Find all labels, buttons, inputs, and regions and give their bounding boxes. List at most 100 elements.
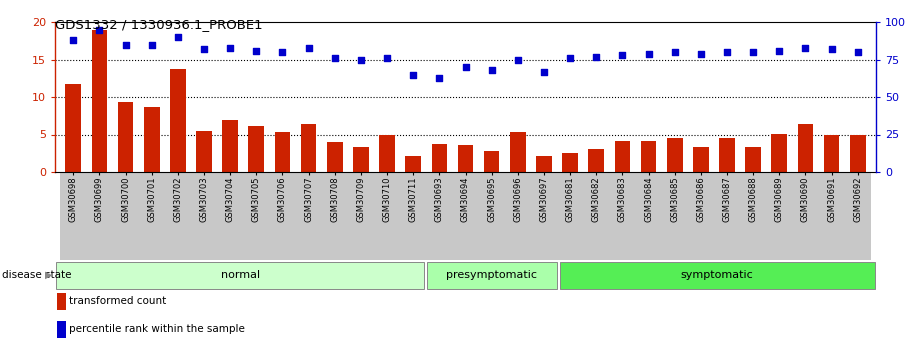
Text: GDS1332 / 1330936.1_PROBE1: GDS1332 / 1330936.1_PROBE1 bbox=[55, 18, 262, 31]
Bar bbox=[562, 153, 578, 172]
Bar bbox=[719, 138, 735, 172]
Bar bbox=[745, 147, 761, 172]
Point bbox=[798, 45, 813, 50]
Bar bbox=[589, 149, 604, 172]
Bar bbox=[295, 172, 322, 260]
Point bbox=[327, 55, 342, 61]
Bar bbox=[505, 172, 531, 260]
Bar bbox=[113, 172, 138, 260]
Bar bbox=[196, 131, 212, 172]
Point bbox=[615, 52, 630, 58]
Bar bbox=[793, 172, 818, 260]
Bar bbox=[379, 135, 394, 172]
Bar bbox=[170, 69, 186, 172]
Text: transformed count: transformed count bbox=[69, 296, 167, 306]
Point bbox=[380, 55, 394, 61]
Text: presymptomatic: presymptomatic bbox=[446, 270, 537, 280]
Bar bbox=[243, 172, 270, 260]
Bar bbox=[56, 321, 67, 338]
Point bbox=[589, 54, 603, 59]
Point bbox=[458, 64, 473, 70]
Bar bbox=[56, 262, 425, 288]
Bar bbox=[432, 144, 447, 172]
Bar bbox=[222, 119, 238, 172]
Point bbox=[668, 49, 682, 55]
Bar bbox=[510, 131, 526, 172]
Bar bbox=[797, 124, 814, 172]
Point bbox=[563, 55, 578, 61]
Bar bbox=[138, 172, 165, 260]
Bar bbox=[453, 172, 478, 260]
Point bbox=[746, 49, 761, 55]
Point bbox=[92, 27, 107, 32]
Bar bbox=[640, 141, 656, 172]
Bar bbox=[559, 262, 875, 288]
Bar bbox=[615, 141, 630, 172]
Bar bbox=[531, 172, 557, 260]
Bar bbox=[270, 172, 295, 260]
Bar bbox=[144, 107, 159, 172]
Bar bbox=[191, 172, 217, 260]
Point bbox=[406, 72, 421, 77]
Bar bbox=[478, 172, 505, 260]
Point bbox=[302, 45, 316, 50]
Point bbox=[66, 37, 80, 43]
Text: percentile rank within the sample: percentile rank within the sample bbox=[69, 324, 245, 334]
Bar bbox=[322, 172, 348, 260]
Bar bbox=[661, 172, 688, 260]
Bar bbox=[740, 172, 766, 260]
Bar bbox=[536, 156, 552, 172]
Point bbox=[485, 67, 499, 73]
Bar bbox=[118, 102, 133, 172]
Point bbox=[537, 69, 551, 74]
Bar bbox=[426, 172, 453, 260]
Bar bbox=[636, 172, 661, 260]
Bar bbox=[484, 151, 499, 172]
Bar bbox=[327, 142, 343, 172]
Point bbox=[510, 57, 525, 62]
Bar bbox=[583, 172, 609, 260]
Bar bbox=[714, 172, 740, 260]
Point bbox=[275, 49, 290, 55]
Bar bbox=[772, 134, 787, 172]
Bar bbox=[609, 172, 636, 260]
Text: disease state: disease state bbox=[2, 270, 71, 280]
Point bbox=[353, 57, 368, 62]
Bar bbox=[301, 124, 316, 172]
Point bbox=[772, 48, 786, 53]
Point bbox=[824, 46, 839, 52]
Bar bbox=[405, 156, 421, 172]
Bar bbox=[844, 172, 871, 260]
Text: ▶: ▶ bbox=[45, 270, 53, 280]
Point bbox=[693, 51, 708, 56]
Text: symptomatic: symptomatic bbox=[681, 270, 753, 280]
Bar bbox=[557, 172, 583, 260]
Bar bbox=[66, 83, 81, 172]
Bar bbox=[427, 262, 557, 288]
Bar bbox=[348, 172, 374, 260]
Bar bbox=[374, 172, 400, 260]
Point bbox=[641, 51, 656, 56]
Point bbox=[432, 75, 446, 80]
Bar bbox=[56, 293, 67, 310]
Bar bbox=[667, 138, 682, 172]
Bar bbox=[249, 126, 264, 172]
Bar bbox=[217, 172, 243, 260]
Bar bbox=[766, 172, 793, 260]
Point bbox=[850, 49, 865, 55]
Bar bbox=[818, 172, 844, 260]
Point bbox=[249, 48, 263, 53]
Bar bbox=[850, 135, 865, 172]
Point bbox=[145, 42, 159, 47]
Bar bbox=[824, 135, 839, 172]
Bar bbox=[693, 147, 709, 172]
Bar bbox=[274, 132, 291, 172]
Point bbox=[170, 34, 185, 40]
Point bbox=[720, 49, 734, 55]
Point bbox=[197, 46, 211, 52]
Bar bbox=[92, 30, 107, 172]
Point bbox=[118, 42, 133, 47]
Text: normal: normal bbox=[220, 270, 260, 280]
Point bbox=[223, 45, 238, 50]
Bar bbox=[165, 172, 191, 260]
